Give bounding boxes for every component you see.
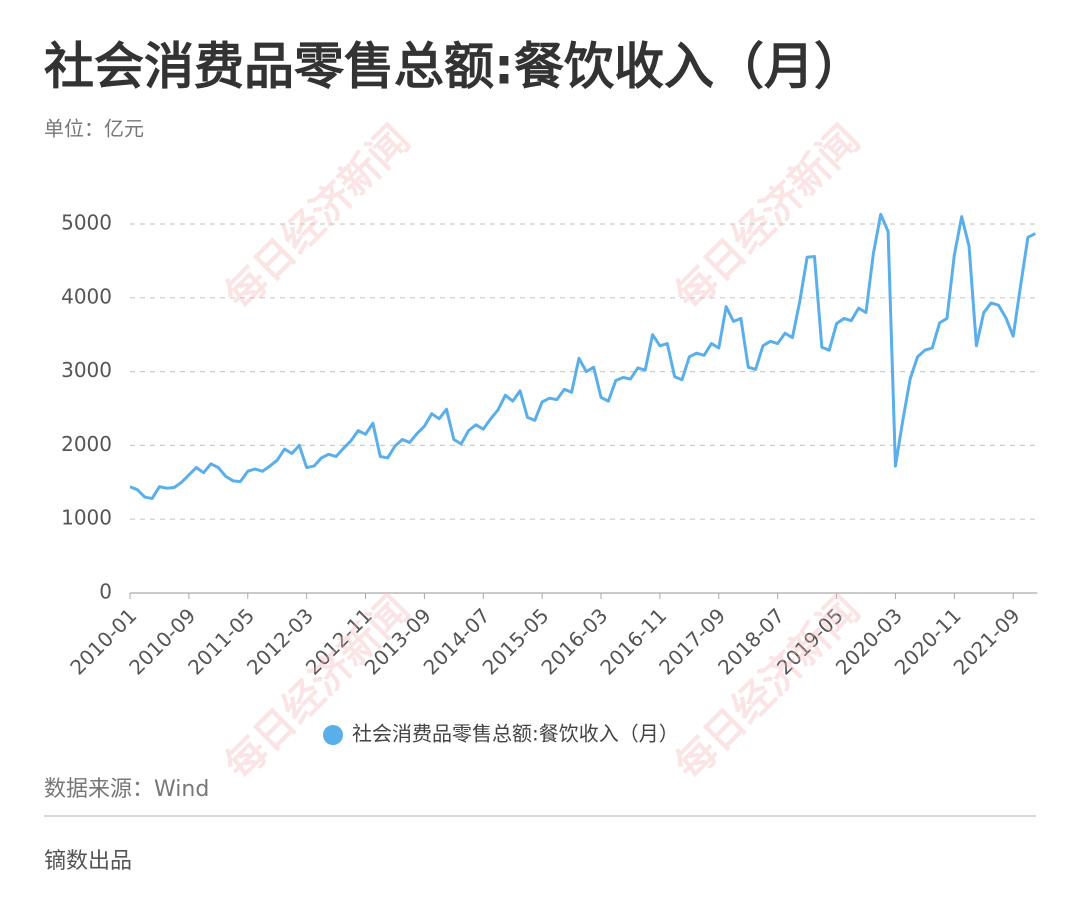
y-tick-label: 5000: [61, 211, 112, 235]
legend-label: 社会消费品零售总额:餐饮收入（月）: [352, 722, 679, 746]
y-tick-label: 0: [99, 580, 112, 604]
data-line: [129, 212, 1036, 501]
y-tick-label: 1000: [61, 506, 112, 530]
y-tick-label: 4000: [61, 284, 112, 308]
credit: 镝数出品: [44, 849, 132, 874]
legend-marker: [323, 725, 343, 745]
chart-subtitle: 单位：亿元: [44, 117, 144, 141]
y-tick-label: 2000: [61, 432, 112, 456]
chart-title: 社会消费品零售总额:餐饮收入（月）: [44, 38, 864, 96]
watermark: 每日经济新闻: [216, 116, 419, 319]
watermark: 每日经济新闻: [666, 116, 869, 319]
y-tick-label: 3000: [61, 358, 112, 382]
source: 数据来源：Wind: [44, 777, 209, 802]
